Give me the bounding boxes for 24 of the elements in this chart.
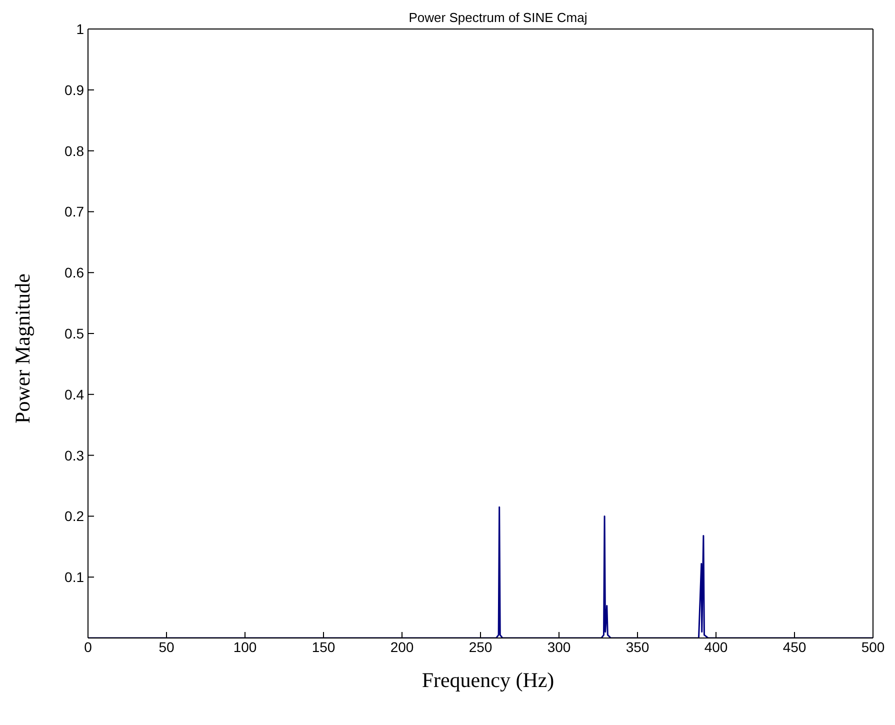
x-tick-label: 400 — [704, 638, 728, 655]
x-axis-title: Frequency (Hz) — [420, 668, 556, 693]
y-tick-label: 0.2 — [64, 508, 84, 524]
y-tick-label: 0.6 — [64, 264, 84, 281]
y-tick-label: 0.7 — [64, 204, 84, 220]
y-tick-label: 0.9 — [64, 82, 84, 98]
x-tick-label: 250 — [468, 638, 492, 655]
y-tick-label: 1 — [76, 20, 84, 37]
x-tick-label: 100 — [233, 638, 257, 655]
y-tick-label: 0.5 — [64, 325, 84, 342]
y-tick-label: 0.4 — [64, 386, 84, 402]
x-tick-label: 450 — [782, 638, 806, 655]
y-tick-label: 0.1 — [64, 569, 84, 586]
y-axis-title: Power Magnitude — [10, 273, 36, 423]
x-tick-label: 500 — [861, 638, 885, 655]
x-tick-label: 200 — [390, 638, 414, 655]
y-tick-label: 0.8 — [64, 142, 84, 159]
x-tick-label: 350 — [626, 638, 650, 655]
x-tick-label: 0 — [84, 638, 92, 655]
x-tick-label: 150 — [312, 638, 336, 655]
chart-title: Power Spectrum of SINE Cmaj — [408, 10, 588, 25]
x-tick-label: 300 — [547, 638, 571, 655]
x-tick-label: 50 — [158, 638, 174, 655]
y-tick-label: 0.3 — [64, 447, 84, 464]
